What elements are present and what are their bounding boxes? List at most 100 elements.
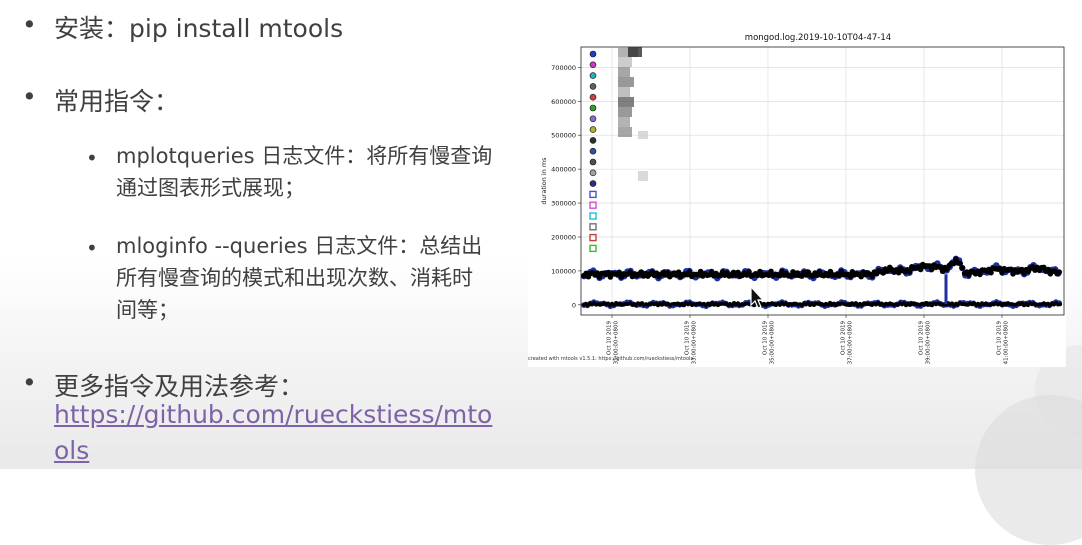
legend-label-redacted: [618, 127, 632, 137]
link-line2: ols: [54, 436, 90, 465]
y-tick-label: 100000: [551, 267, 576, 275]
y-tick-label: 400000: [551, 166, 576, 174]
sub1-line2: 通过图表形式展现；: [116, 176, 305, 200]
more-reference-heading: 更多指令及用法参考：: [54, 372, 305, 401]
legend-label-redacted: [628, 47, 642, 57]
data-point: [959, 265, 966, 271]
legend-label-redacted: [618, 77, 634, 87]
y-axis-label: duration in ms: [540, 157, 548, 205]
legend-label-redacted: [638, 171, 648, 181]
install-text: 安装：pip install mtools: [54, 14, 344, 43]
data-point: [616, 269, 622, 276]
sub2-line1: mloginfo --queries 日志文件：总结出: [116, 234, 483, 258]
x-axis: Oct 10 2019 31:00:00+0800 Oct 10 2019 33:00…: [607, 315, 1010, 364]
data-point: [1008, 266, 1014, 273]
data-point: [1056, 269, 1062, 275]
chart-footer: created with mtools v1.5.1: https://gith…: [528, 356, 693, 362]
legend-label-redacted: [618, 67, 630, 77]
legend-label-redacted: [618, 57, 632, 67]
data-point: [627, 269, 633, 275]
legend-marker: [589, 201, 597, 209]
x-tick-label: Oct 10 2019 41:00:00+0800: [997, 321, 1010, 365]
link-line1: https://github.com/rueckstiess/mto: [54, 400, 493, 429]
x-tick-label-line: 35:00:00+0800: [770, 321, 776, 365]
chart-background: [528, 27, 1066, 367]
data-point: [697, 268, 704, 275]
data-point: [686, 269, 693, 275]
sub2-line2: 所有慢查询的模式和出现次数、消耗时: [116, 266, 473, 290]
x-tick-label-line: Oct 10 2019: [763, 321, 769, 356]
legend-label-redacted: [618, 117, 630, 127]
data-point: [757, 268, 763, 275]
legend-marker: [589, 137, 597, 144]
mplotqueries-description: mplotqueries 日志文件：将所有慢查询 通过图表形式展现；: [116, 140, 526, 204]
sub-bullet-dot: •: [86, 146, 98, 170]
legend-marker: [589, 50, 597, 58]
mloginfo-description: mloginfo --queries 日志文件：总结出 所有慢查询的模式和出现次…: [116, 230, 526, 326]
y-tick-label: 300000: [551, 200, 576, 208]
mtools-github-link[interactable]: https://github.com/rueckstiess/mto ols: [54, 397, 492, 469]
x-tick-label-line: 33:00:00+0800: [692, 321, 698, 365]
x-tick-label: Oct 10 2019 33:00:00+0800: [685, 321, 698, 365]
mouse-cursor-icon: [750, 285, 765, 309]
data-point: [847, 273, 853, 280]
legend-marker: [589, 223, 597, 231]
mplotqueries-chart: mongod.log.2019-10-10T04-47-14 0 100000 20…: [528, 27, 1066, 367]
legend-marker: [589, 180, 597, 187]
x-tick-label: Oct 10 2019 39:00:00+0800: [919, 321, 932, 365]
data-point: [858, 273, 864, 280]
y-tick-label: 0: [572, 301, 576, 309]
x-tick-label-line: 41:00:00+0800: [1004, 321, 1010, 365]
x-tick-label: Oct 10 2019 35:00:00+0800: [763, 321, 776, 365]
data-point: [869, 273, 875, 280]
data-point: [928, 266, 935, 272]
sub1-line1: mplotqueries 日志文件：将所有慢查询: [116, 144, 493, 168]
chart-series: [580, 255, 1062, 310]
y-tick-label: 200000: [551, 233, 576, 241]
bullet-dot: •: [22, 82, 37, 111]
x-tick-label: Oct 10 2019 37:00:00+0800: [841, 321, 854, 365]
bullet-dot: •: [22, 10, 37, 39]
data-point: [777, 272, 783, 279]
legend-label-redacted: [618, 107, 632, 117]
legend-marker: [589, 169, 597, 177]
sub-bullet-dot: •: [86, 236, 98, 260]
plot-area-frame: [580, 46, 1065, 316]
legend-label-redacted: [638, 131, 648, 139]
data-point: [917, 266, 924, 273]
legend-marker: [589, 233, 597, 242]
x-tick-label-line: Oct 10 2019: [841, 321, 847, 356]
legend-marker: [589, 212, 597, 220]
x-tick-label-line: Oct 10 2019: [919, 321, 925, 356]
legend-label-redacted: [618, 87, 630, 97]
data-point: [1045, 266, 1051, 273]
data-point: [977, 271, 983, 278]
x-tick-label-line: Oct 10 2019: [997, 321, 1003, 356]
y-tick-label: 700000: [551, 64, 576, 72]
x-tick-label-line: 39:00:00+0800: [926, 321, 932, 365]
legend-marker: [589, 61, 597, 69]
data-point: [950, 260, 957, 267]
y-tick-label: 600000: [551, 98, 576, 106]
legend-label-redacted: [618, 97, 634, 107]
x-tick-label-line: 31:00:00+0800: [614, 321, 620, 365]
legend-marker: [589, 244, 597, 253]
data-point: [1058, 302, 1062, 307]
bullet-dot: •: [22, 368, 37, 397]
data-point: [605, 269, 611, 276]
legend-marker: [589, 104, 597, 112]
chart-title: mongod.log.2019-10-10T04-47-14: [745, 33, 891, 43]
sub2-line3: 间等；: [116, 298, 179, 322]
legend-marker: [589, 190, 597, 199]
legend-marker: [589, 115, 597, 123]
legend-marker: [589, 93, 597, 101]
data-point: [836, 273, 842, 279]
legend-marker: [589, 147, 597, 155]
legend-marker: [589, 72, 597, 79]
data-point: [957, 260, 963, 267]
common-commands-heading: 常用指令：: [54, 87, 180, 116]
y-axis: 0 100000 200000 300000 400000 500000 600000 700…: [551, 64, 581, 309]
data-point: [675, 269, 682, 275]
data-point: [906, 269, 913, 275]
legend-marker: [589, 158, 597, 166]
